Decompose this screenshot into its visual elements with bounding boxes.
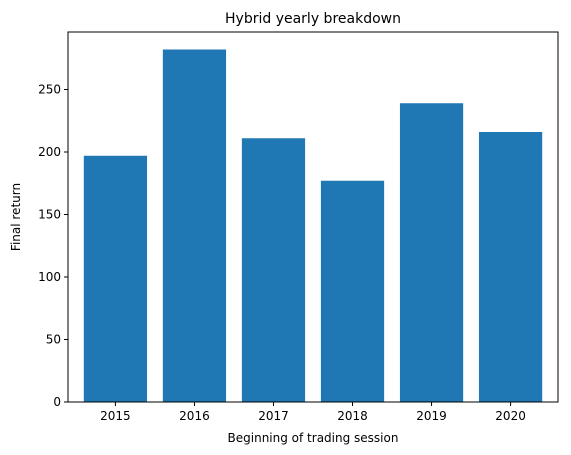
y-tick-label: 100 [38,270,61,284]
bar-2020 [478,132,543,402]
y-tick-label: 150 [38,208,61,222]
bar-2015 [83,155,148,402]
y-axis-label: Final return [9,183,23,251]
bar-2016 [162,49,227,402]
y-tick-label: 250 [38,83,61,97]
y-tick-label: 50 [46,333,61,347]
y-axis-ticks: 0 50 100 150 200 250 [38,83,68,409]
x-tick-label: 2020 [495,409,526,423]
chart-title: Hybrid yearly breakdown [225,11,401,27]
bars-group [83,49,543,402]
y-tick-label: 200 [38,145,61,159]
x-tick-label: 2016 [179,409,210,423]
x-axis-ticks: 2015 2016 2017 2018 2019 2020 [100,402,526,423]
plot-frame [67,31,559,403]
x-tick-label: 2015 [100,409,131,423]
bar-2017 [241,138,306,402]
y-tick-label: 0 [53,395,61,409]
bar-2018 [320,180,385,402]
bar-2019 [399,103,464,402]
x-tick-label: 2017 [258,409,289,423]
x-tick-label: 2018 [337,409,368,423]
x-axis-label: Beginning of trading session [228,431,399,445]
x-tick-label: 2019 [416,409,447,423]
